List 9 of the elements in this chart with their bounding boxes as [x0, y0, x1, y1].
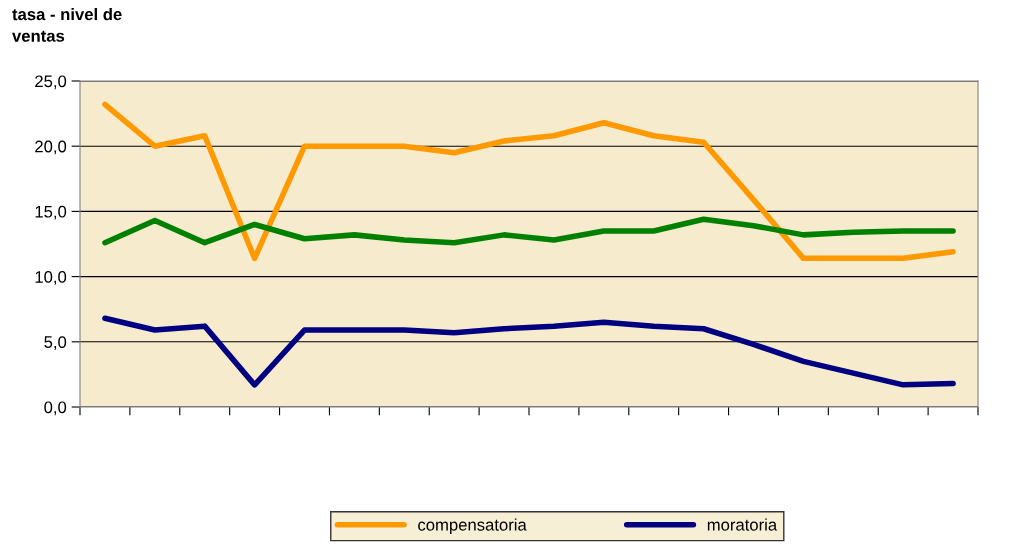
y-tick-label: 0,0: [44, 401, 67, 416]
y-axis-title: tasa - nivel de ventas: [12, 8, 122, 42]
y-tick-label: 25,0: [35, 75, 67, 90]
y-tick-label: 5,0: [44, 336, 67, 350]
y-tick-label: 10,0: [35, 271, 67, 285]
legend-label: compensatoria: [418, 518, 527, 534]
legend-label: moratoria: [707, 518, 778, 531]
y-tick-label: 20,0: [35, 140, 67, 155]
y-tick-label: 15,0: [35, 205, 67, 220]
